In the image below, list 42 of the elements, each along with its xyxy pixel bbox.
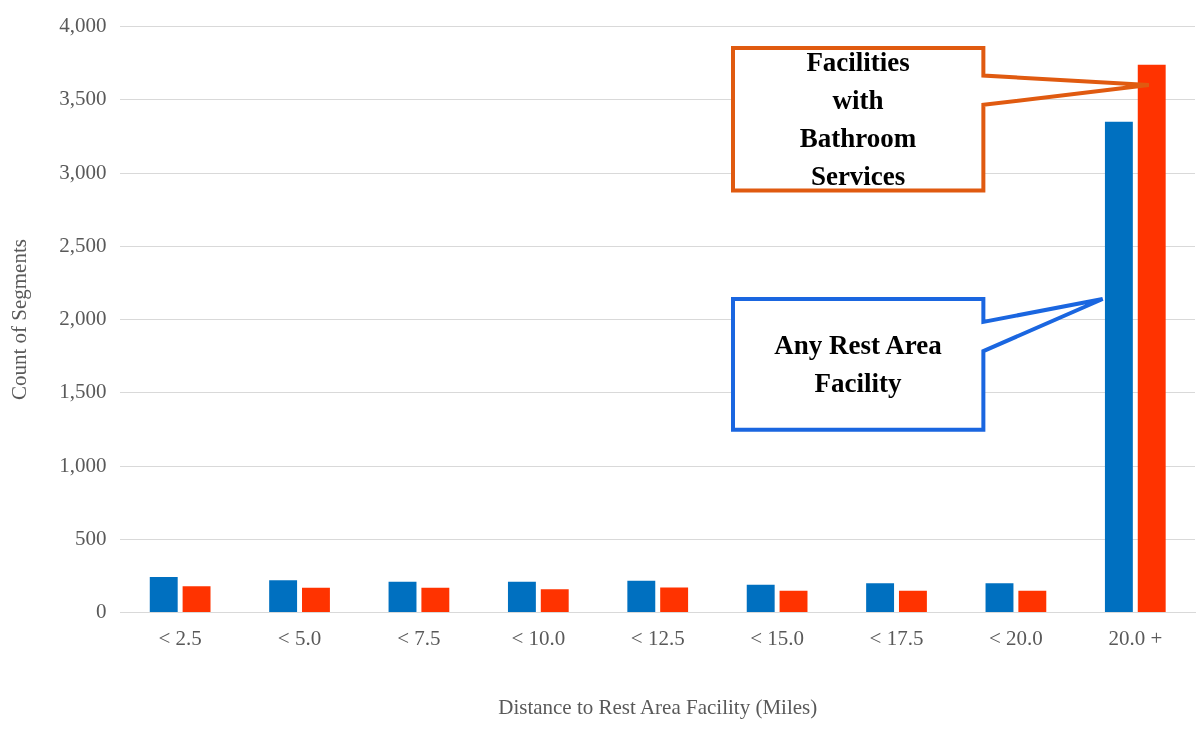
callout: Facilities with Bathroom Services <box>729 45 1152 194</box>
bar <box>421 587 450 613</box>
x-tick-label: < 10.0 <box>511 625 566 650</box>
x-tick-label: 20.0 + <box>1108 625 1163 650</box>
bar <box>302 587 330 613</box>
bar <box>182 586 211 613</box>
x-axis-title: Distance to Rest Area Facility (Miles) <box>498 694 818 719</box>
x-tick-label: < 20.0 <box>988 625 1043 650</box>
y-tick-label: 2,000 <box>59 306 107 331</box>
bar <box>388 581 417 613</box>
x-tick-label: < 5.0 <box>277 625 322 650</box>
bar <box>149 577 178 613</box>
bar <box>627 580 656 613</box>
bar <box>660 587 689 613</box>
bar <box>898 590 927 613</box>
bar <box>866 583 895 613</box>
x-tick-label: < 2.5 <box>158 625 202 650</box>
bar <box>1104 121 1133 613</box>
y-tick-label: 1,000 <box>59 452 107 477</box>
annotation: Facilities with Bathroom Services <box>798 46 918 194</box>
bar <box>1018 590 1047 613</box>
x-tick-label: < 12.5 <box>630 625 685 650</box>
x-tick-label: < 7.5 <box>397 625 441 650</box>
y-tick-label: 1,500 <box>59 379 107 404</box>
bar <box>540 589 569 613</box>
bar <box>746 584 775 613</box>
y-tick-label: 4,000 <box>59 13 107 38</box>
bar <box>507 581 536 613</box>
y-tick-label: 3,000 <box>59 159 107 184</box>
x-tick-label: < 17.5 <box>869 625 924 650</box>
bar <box>269 580 298 613</box>
callout: Any Rest Area Facility <box>729 295 1106 433</box>
annotation: Any Rest Area Facility <box>773 328 943 400</box>
x-tick-label: < 15.0 <box>750 625 805 650</box>
y-tick-label: 2,500 <box>59 232 107 257</box>
y-tick-label: 3,500 <box>59 86 107 111</box>
y-tick-label: 0 <box>95 599 107 624</box>
bar <box>1137 64 1166 613</box>
bar <box>779 590 808 613</box>
y-tick-label: 500 <box>74 525 107 550</box>
bar <box>985 583 1014 613</box>
y-axis-title: Count of Segments <box>7 239 32 401</box>
